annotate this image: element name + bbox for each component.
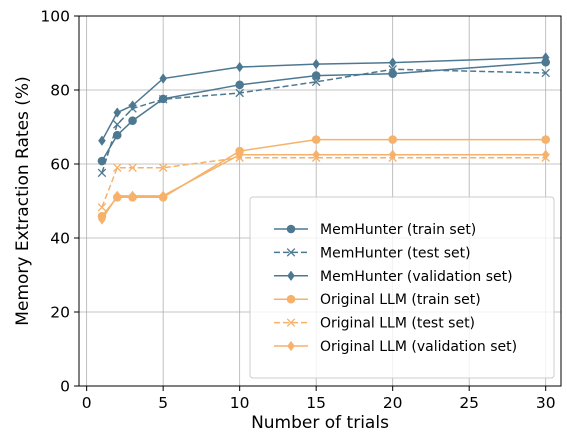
data-point xyxy=(311,71,321,80)
y-tick-label: 0 xyxy=(60,378,70,396)
x-tick-label: 30 xyxy=(536,394,556,412)
series-line xyxy=(101,68,546,174)
series-line xyxy=(101,156,546,208)
legend-marker xyxy=(286,318,296,327)
legend-item: MemHunter (train set) xyxy=(274,222,476,238)
x-tick-label: 0 xyxy=(82,394,92,412)
legend-marker xyxy=(287,270,295,282)
legend-item: MemHunter (validation set) xyxy=(274,269,513,285)
legend-marker xyxy=(286,224,296,234)
data-point xyxy=(158,94,168,104)
data-point xyxy=(311,77,321,87)
y-tick-label: 100 xyxy=(40,8,70,26)
legend-label: MemHunter (test set) xyxy=(320,245,471,261)
data-point xyxy=(112,120,122,129)
data-point xyxy=(541,52,550,63)
legend-label: Original LLM (validation set) xyxy=(320,339,517,355)
data-point xyxy=(98,135,106,146)
x-axis-label: Number of trials xyxy=(251,413,389,433)
series-group xyxy=(97,52,550,225)
x-tick-label: 10 xyxy=(230,394,250,412)
data-point xyxy=(97,168,107,178)
series-1 xyxy=(97,65,550,178)
legend-marker xyxy=(286,248,296,257)
x-tick-label: 15 xyxy=(306,394,326,412)
data-point xyxy=(113,107,122,118)
legend-box xyxy=(249,196,555,379)
data-point xyxy=(541,68,550,78)
data-point xyxy=(388,135,397,144)
data-point xyxy=(541,135,550,144)
legend-item: MemHunter (test set) xyxy=(274,245,471,261)
y-axis-label: Memory Extraction Rates (%) xyxy=(13,76,33,325)
data-point xyxy=(112,163,122,172)
data-point xyxy=(235,80,244,90)
legend-label: MemHunter (train set) xyxy=(320,222,476,238)
x-tick-label: 25 xyxy=(459,394,479,412)
series-0 xyxy=(97,57,550,166)
plot-frame xyxy=(78,15,562,387)
data-point xyxy=(128,190,137,202)
data-point xyxy=(159,190,167,202)
data-point xyxy=(235,88,244,98)
y-tick-label: 80 xyxy=(50,82,70,100)
legend-marker xyxy=(287,340,295,352)
y-tick-label: 60 xyxy=(50,156,70,174)
x-tick-label: 5 xyxy=(158,394,168,412)
data-point xyxy=(159,73,167,84)
legend-label: MemHunter (validation set) xyxy=(320,269,513,285)
data-point xyxy=(311,135,321,144)
data-point xyxy=(128,163,137,172)
legend-label: Original LLM (test set) xyxy=(320,316,475,332)
data-point xyxy=(128,116,137,126)
legend-item: Original LLM (test set) xyxy=(274,316,475,332)
series-2 xyxy=(98,52,550,146)
data-point xyxy=(312,149,320,160)
legend-label: Original LLM (train set) xyxy=(320,292,481,308)
data-point xyxy=(97,203,107,212)
legend-item: Original LLM (validation set) xyxy=(274,339,517,355)
data-point xyxy=(128,100,137,111)
x-tick-label: 20 xyxy=(383,394,403,412)
data-point xyxy=(158,163,168,172)
series-5 xyxy=(98,149,550,225)
x-axis: 0 5 10 15 20 25 30 xyxy=(82,386,556,412)
data-point xyxy=(312,58,320,70)
data-point xyxy=(388,149,397,160)
data-point xyxy=(235,61,244,73)
legend: MemHunter (train set) MemHunter (test set… xyxy=(249,196,555,379)
data-point xyxy=(388,57,397,68)
y-tick-label: 40 xyxy=(50,230,70,248)
data-point xyxy=(388,65,397,74)
data-point xyxy=(235,149,244,160)
data-point xyxy=(541,149,550,160)
legend-item: Original LLM (train set) xyxy=(274,292,481,308)
y-axis: 0 20 40 60 80 100 xyxy=(40,8,79,396)
y-tick-label: 20 xyxy=(50,304,70,322)
data-point xyxy=(113,190,122,202)
data-point xyxy=(98,214,106,225)
legend-marker xyxy=(286,294,296,304)
